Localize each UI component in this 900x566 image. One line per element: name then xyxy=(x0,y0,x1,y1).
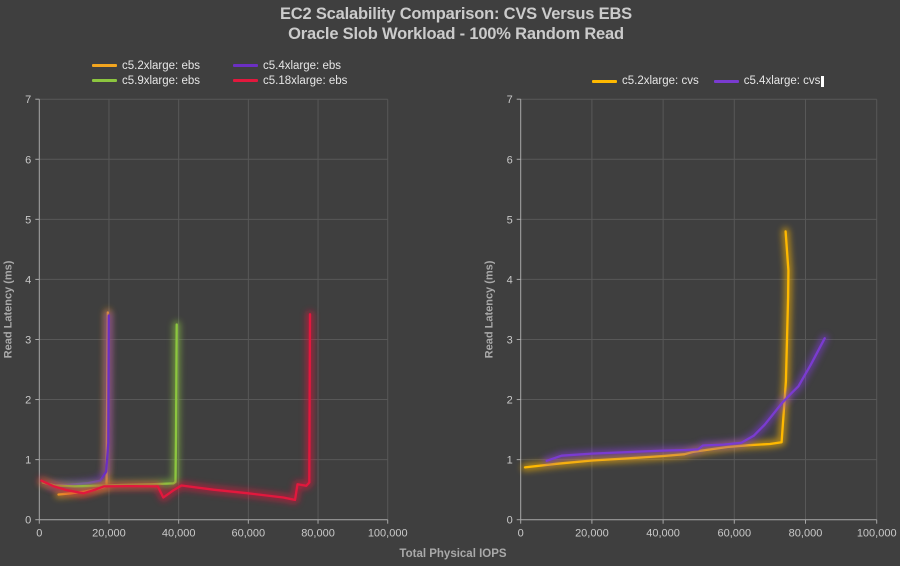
series-line xyxy=(545,337,826,462)
x-tick-label: 0 xyxy=(518,528,524,540)
y-tick-label: 1 xyxy=(25,455,31,467)
legend-item: c5.4xlarge: cvs xyxy=(713,75,825,87)
series-line xyxy=(40,313,312,502)
x-tick-label: 80,000 xyxy=(789,528,823,540)
y-tick-label: 1 xyxy=(507,455,513,467)
legend-label: c5.4xlarge: cvs xyxy=(743,75,821,87)
legend-swatch xyxy=(92,79,117,82)
x-tick-label: 40,000 xyxy=(646,528,680,540)
y-tick-label: 4 xyxy=(507,274,513,286)
x-tick-label: 100,000 xyxy=(368,528,408,540)
legend-swatch xyxy=(233,79,258,82)
y-tick-label: 6 xyxy=(507,154,513,166)
legend-swatch xyxy=(713,79,739,83)
legend-label: c5.2xlarge: cvs xyxy=(622,75,699,87)
x-tick-label: 0 xyxy=(36,528,42,540)
x-tick-label: 20,000 xyxy=(575,528,609,540)
cvs-chart: 0 20,000 40,000 60,000 80,000 100,000 0 1 2 3 4 5 6 7… xyxy=(484,94,897,540)
legend-label: c5.18xlarge: ebs xyxy=(263,74,348,87)
figure-title-line1: EC2 Scalability Comparison: CVS Versus E… xyxy=(280,5,632,23)
x-tick-label: 60,000 xyxy=(232,528,266,540)
legend-item: c5.2xlarge: cvs xyxy=(592,75,699,87)
x-tick-label: 60,000 xyxy=(717,528,751,540)
x-tick-label: 100,000 xyxy=(857,528,897,540)
y-axis-title: Read Latency (ms) xyxy=(2,260,14,358)
legend-item: c5.18xlarge: ebs xyxy=(233,75,393,87)
legend-label: c5.9xlarge: ebs xyxy=(122,74,200,87)
legend-label: c5.4xlarge: ebs xyxy=(263,59,341,72)
legend-item: c5.2xlarge: ebs xyxy=(92,60,233,72)
y-tick-label: 2 xyxy=(25,395,31,407)
x-axis-title: Total Physical IOPS xyxy=(399,548,507,560)
ebs-legend: c5.2xlarge: ebs c5.4xlarge: ebs c5.9xlarge… xyxy=(92,58,393,88)
y-tick-label: 3 xyxy=(507,334,513,346)
y-tick-label: 2 xyxy=(507,395,513,407)
series-line xyxy=(523,230,790,469)
y-tick-label: 5 xyxy=(507,214,513,226)
y-tick-label: 3 xyxy=(25,334,31,346)
y-tick-label: 7 xyxy=(25,94,31,106)
figure-title-line2: Oracle Slob Workload - 100% Random Read xyxy=(288,25,624,43)
y-tick-label: 6 xyxy=(25,154,31,166)
y-tick-label: 0 xyxy=(507,515,513,527)
figure-title: EC2 Scalability Comparison: CVS Versus E… xyxy=(0,4,900,44)
legend-swatch xyxy=(592,79,617,83)
legend-swatch xyxy=(233,64,258,67)
y-tick-label: 0 xyxy=(25,515,31,527)
cvs-legend: c5.2xlarge: cvs c5.4xlarge: cvs xyxy=(592,75,825,87)
series-c5-2xlarge-cvs xyxy=(521,227,793,472)
x-tick-label: 20,000 xyxy=(92,528,126,540)
ebs-chart: 0 20,000 40,000 60,000 80,000 100,000 0 1 2 3 4 5 6 7… xyxy=(2,94,408,540)
x-tick-label: 40,000 xyxy=(162,528,196,540)
y-tick-label: 4 xyxy=(25,274,31,286)
series-c5-4xlarge-cvs xyxy=(542,334,829,465)
y-tick-label: 7 xyxy=(507,94,513,106)
legend-item: c5.9xlarge: ebs xyxy=(92,75,233,87)
legend-label: c5.2xlarge: ebs xyxy=(122,59,200,72)
series-glow xyxy=(521,227,793,472)
x-tick-label: 80,000 xyxy=(301,528,335,540)
series-c5-18xlarge-ebs xyxy=(37,310,314,504)
legend-item: c5.4xlarge: ebs xyxy=(233,60,393,72)
legend-swatch xyxy=(92,64,117,67)
y-axis-title: Read Latency (ms) xyxy=(484,260,496,358)
y-tick-label: 5 xyxy=(25,214,31,226)
text-cursor xyxy=(821,75,825,87)
